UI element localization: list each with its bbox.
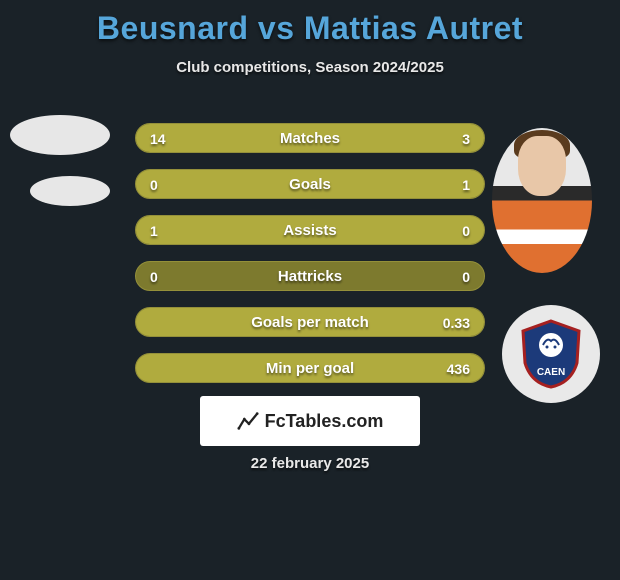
stat-row: Goals0 1 (135, 169, 485, 199)
stat-row: Hattricks0 0 (135, 261, 485, 291)
branding-box: FcTables.com (200, 396, 420, 446)
stat-value-left: 1 (150, 216, 158, 244)
stat-row: Matches14 3 (135, 123, 485, 153)
stats-panel: Matches143Goals01Assists10Hattricks00Goa… (135, 123, 485, 399)
branding-text: FcTables.com (265, 411, 384, 432)
stat-label: Goals per match (136, 308, 484, 336)
stat-value-right: 0 (462, 216, 470, 244)
player-right-avatar (492, 128, 592, 273)
stat-value-right: 0 (462, 262, 470, 290)
stat-label: Matches (136, 124, 484, 152)
stat-row: Goals per match0.33 (135, 307, 485, 337)
stat-value-left: 14 (150, 124, 166, 152)
stat-value-left: 0 (150, 170, 158, 198)
stat-row: Min per goal436 (135, 353, 485, 383)
stat-label: Goals (136, 170, 484, 198)
footer-date: 22 february 2025 (0, 455, 620, 472)
player-left-avatar (10, 115, 110, 155)
stat-label: Min per goal (136, 354, 484, 382)
stat-value-right: 0.33 (443, 308, 470, 336)
stat-value-right: 436 (447, 354, 470, 382)
chart-icon (237, 410, 259, 432)
page-subtitle: Club competitions, Season 2024/2025 (0, 59, 620, 76)
stat-row: Assists1 0 (135, 215, 485, 245)
player-left-club-badge (30, 176, 110, 206)
stat-value-left: 0 (150, 262, 158, 290)
stat-label: Hattricks (136, 262, 484, 290)
club-name-text: CAEN (537, 367, 565, 378)
stat-value-right: 1 (462, 170, 470, 198)
player-right-club-badge: CAEN (502, 305, 600, 403)
stat-value-right: 3 (462, 124, 470, 152)
page-title: Beusnard vs Mattias Autret (0, 0, 620, 47)
stat-label: Assists (136, 216, 484, 244)
